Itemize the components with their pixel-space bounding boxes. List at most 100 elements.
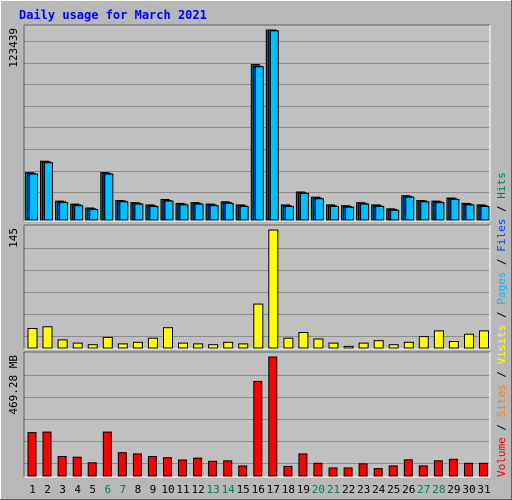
bar-volume-day-28	[433, 460, 443, 477]
bar-visits-day-20	[313, 338, 324, 349]
x-axis-day-labels: 1 2 3 4 5 6 7 8 9 10 11 12 13 14 15 16 17 18 19 20 21 22 23 24 2…	[29, 483, 490, 496]
legend-item-files: Files	[495, 219, 508, 252]
legend-separator: /	[495, 252, 508, 272]
bar-visits-day-26	[403, 341, 414, 349]
bar-pages-day-10	[164, 200, 174, 221]
bar-volume-day-24	[373, 468, 383, 477]
x-tick-label-day-18: 18	[282, 483, 295, 496]
bar-pages-day-12	[194, 203, 204, 221]
bar-visits-day-1	[27, 328, 38, 349]
bar-visits-day-9	[147, 337, 158, 349]
bar-visits-day-13	[208, 344, 219, 349]
bar-volume-day-6	[102, 431, 112, 477]
bar-volume-day-7	[117, 452, 127, 477]
x-tick-label-day-31: 31	[477, 483, 490, 496]
bar-pages-day-27	[420, 201, 430, 221]
bar-pages-day-13	[209, 205, 219, 221]
bar-visits-day-19	[298, 332, 309, 349]
bar-volume-day-12	[193, 457, 203, 477]
bar-volume-day-9	[147, 456, 157, 477]
x-tick-label-day-17: 17	[267, 483, 280, 496]
legend-item-visits: Visits	[495, 325, 508, 365]
bar-volume-day-29	[448, 458, 458, 477]
bar-volume-day-22	[343, 467, 353, 477]
bar-volume-day-30	[464, 462, 473, 477]
x-tick-label-day-6: 6	[104, 483, 111, 496]
legend-item-pages: Pages	[495, 272, 508, 305]
bar-pages-day-14	[224, 202, 234, 221]
bar-visits-day-30	[464, 333, 474, 349]
bar-visits-day-14	[223, 341, 234, 349]
bar-pages-day-31	[480, 206, 490, 221]
legend-item-volume: Volume	[495, 437, 508, 477]
bar-visits-day-7	[117, 343, 128, 349]
bar-visits-day-29	[448, 341, 459, 349]
panel-visits-sites	[23, 224, 491, 350]
bar-visits-day-22	[343, 345, 354, 349]
bar-pages-day-17	[269, 30, 279, 221]
x-tick-label-day-5: 5	[89, 483, 96, 496]
y-axis-max-labels: 123439 145 469.28 MB	[7, 28, 20, 415]
x-tick-label-day-19: 19	[297, 483, 310, 496]
legend-item-sites: Sites	[495, 384, 508, 417]
bar-pages-day-22	[345, 206, 355, 221]
legend-separator: /	[495, 305, 508, 325]
bar-volume-day-1	[27, 432, 37, 477]
x-tick-label-day-25: 25	[387, 483, 400, 496]
bar-visits-day-21	[328, 342, 339, 349]
bar-pages-day-20	[314, 198, 324, 221]
chart-title: Daily usage for March 2021	[19, 8, 207, 22]
x-tick-label-day-26: 26	[402, 483, 415, 496]
legend-separator: /	[495, 199, 508, 219]
y-max-label-volume: 469.28 MB	[7, 355, 20, 415]
bar-pages-day-1	[29, 173, 38, 221]
bar-volume-day-2	[42, 431, 52, 477]
chart-panels	[23, 24, 491, 478]
bar-visits-day-10	[163, 327, 173, 349]
bar-volume-day-11	[178, 459, 187, 477]
x-tick-label-day-4: 4	[74, 483, 81, 496]
bar-visits-day-28	[433, 330, 444, 349]
bar-pages-day-9	[149, 206, 159, 221]
bar-visits-day-17	[268, 229, 279, 349]
bar-pages-day-6	[104, 173, 114, 221]
bar-pages-day-15	[239, 206, 249, 221]
x-tick-label-day-9: 9	[150, 483, 157, 496]
bar-pages-day-5	[89, 209, 99, 221]
x-tick-label-day-1: 1	[29, 483, 36, 496]
x-tick-label-day-2: 2	[44, 483, 51, 496]
x-tick-label-day-3: 3	[59, 483, 66, 496]
bar-pages-day-21	[330, 206, 339, 221]
bar-volume-day-23	[358, 463, 368, 477]
bar-volume-day-26	[403, 459, 413, 477]
bar-volume-day-15	[238, 465, 248, 477]
legend-item-hits: Hits	[495, 172, 508, 199]
bar-pages-day-24	[375, 206, 385, 221]
bar-volume-day-19	[298, 453, 308, 477]
bar-volume-day-13	[208, 460, 218, 477]
bar-pages-day-25	[390, 209, 400, 221]
bar-visits-day-11	[178, 342, 188, 349]
x-tick-label-day-21: 21	[327, 483, 340, 496]
bar-volume-day-21	[328, 467, 338, 477]
bar-visits-day-4	[72, 342, 83, 349]
x-tick-label-day-16: 16	[252, 483, 265, 496]
bar-volume-day-27	[418, 465, 428, 477]
x-tick-label-day-14: 14	[222, 483, 236, 496]
bar-volume-day-25	[388, 465, 398, 477]
bar-volume-day-5	[87, 462, 97, 477]
x-tick-label-day-10: 10	[161, 483, 174, 496]
legend-text: Volume / Sites / Visits / Pages / Files …	[495, 172, 508, 477]
bar-visits-day-24	[373, 340, 384, 349]
bar-volume-day-18	[283, 465, 293, 477]
bar-pages-day-11	[179, 204, 189, 221]
bar-visits-day-12	[193, 343, 204, 349]
bar-pages-day-2	[44, 162, 53, 221]
x-tick-label-day-29: 29	[447, 483, 460, 496]
bar-pages-day-4	[74, 205, 84, 221]
bar-pages-day-7	[119, 201, 129, 221]
x-tick-label-day-7: 7	[119, 483, 126, 496]
bar-pages-day-30	[465, 204, 475, 221]
bar-visits-day-23	[358, 342, 369, 349]
